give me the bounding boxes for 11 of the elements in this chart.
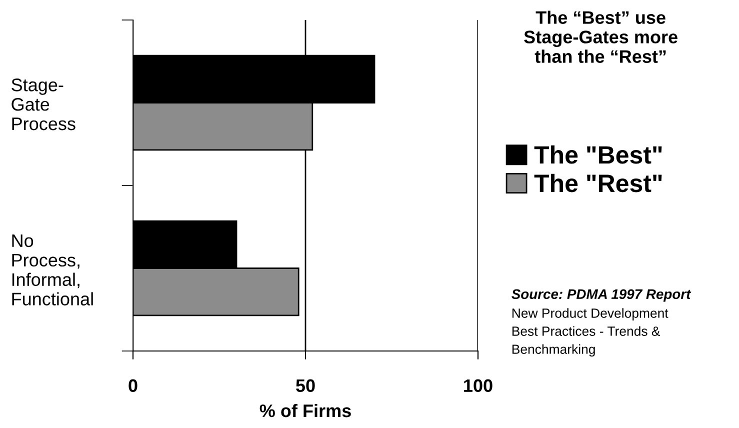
y-tick-label: No Process, Informal, Functional	[12, 234, 93, 306]
legend-label: The "Best"	[534, 145, 662, 164]
y-tick-label: Stage- Gate Process	[12, 78, 76, 130]
x-tick-label: 100	[464, 379, 492, 392]
legend-label: The "Rest"	[534, 174, 662, 192]
x-tick-label: 50	[296, 379, 315, 392]
x-axis-title: % of Firms	[260, 404, 351, 418]
text: The “Best” use Stage-Gates more than the “Rest”	[524, 10, 678, 63]
x-tick-label: 0	[128, 379, 138, 392]
source-note: Source: PDMA 1997 Report	[512, 289, 692, 302]
text: New Product Development Best Practices - Trends & Benchmarking	[512, 308, 668, 357]
